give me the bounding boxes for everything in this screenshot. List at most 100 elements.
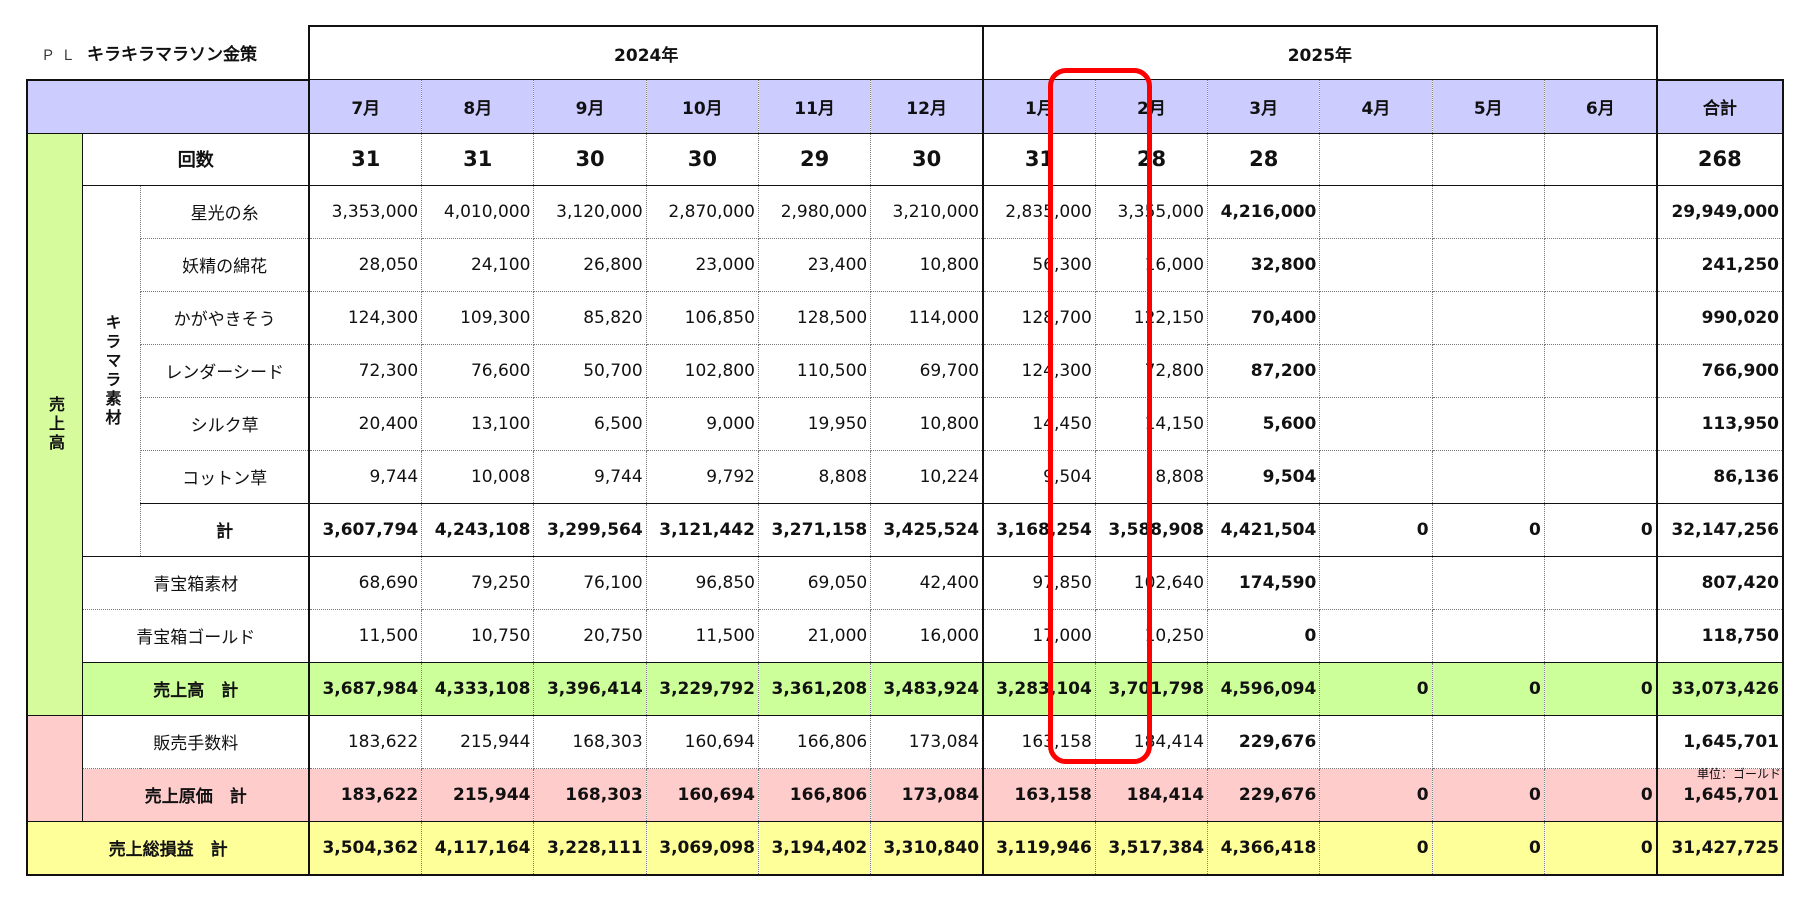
value-cell: 3,517,384 bbox=[1094, 820, 1209, 876]
row-total-cell: 113,950 bbox=[1656, 396, 1785, 451]
row-total-cell: 29,949,000 bbox=[1656, 184, 1785, 239]
value-cell: 0 bbox=[1319, 820, 1433, 876]
value-cell: 9,792 bbox=[645, 449, 759, 504]
value-cell: 14,150 bbox=[1094, 396, 1209, 451]
value-cell: 70,400 bbox=[1207, 290, 1321, 345]
item-label: シルク草 bbox=[139, 396, 310, 451]
cost-total-label: 売上原価 計 bbox=[82, 767, 310, 822]
value-cell: 9,744 bbox=[533, 449, 647, 504]
value-cell: 30 bbox=[645, 132, 759, 186]
value-cell bbox=[1543, 132, 1658, 186]
value-cell: 2,870,000 bbox=[645, 184, 759, 239]
value-cell: 3,607,794 bbox=[308, 502, 423, 557]
sheet-title: ＰＬ キラキラマラソン金策 bbox=[27, 26, 309, 80]
kiramara-label: キラマラ素材 bbox=[102, 313, 122, 428]
value-cell bbox=[1319, 608, 1433, 663]
value-cell: 10,008 bbox=[421, 449, 535, 504]
value-cell bbox=[1431, 608, 1545, 663]
pl-table: ＰＬ キラキラマラソン金策 2024年 2025年 7月 8月 9月 10月 11月 12月… bbox=[25, 25, 1785, 876]
row-total-cell: 32,147,256 bbox=[1656, 502, 1785, 557]
row-total-cell: 118,750 bbox=[1656, 608, 1785, 663]
value-cell: 102,640 bbox=[1094, 555, 1209, 610]
value-cell: 163,158 bbox=[982, 767, 1096, 822]
value-cell bbox=[1543, 449, 1658, 504]
value-cell: 184,414 bbox=[1094, 714, 1209, 769]
value-cell: 229,676 bbox=[1207, 767, 1321, 822]
value-cell: 3,701,798 bbox=[1094, 661, 1209, 716]
value-cell: 0 bbox=[1543, 820, 1658, 876]
value-cell: 183,622 bbox=[308, 767, 423, 822]
value-cell: 96,850 bbox=[645, 555, 759, 610]
value-cell: 114,000 bbox=[870, 290, 984, 345]
value-cell: 3,229,792 bbox=[645, 661, 759, 716]
value-cell: 3,483,924 bbox=[870, 661, 984, 716]
sales-total-label: 売上高 計 bbox=[82, 661, 310, 716]
value-cell: 69,700 bbox=[870, 343, 984, 398]
value-cell: 4,216,000 bbox=[1207, 184, 1321, 239]
value-cell: 3,119,946 bbox=[982, 820, 1096, 876]
value-cell: 168,303 bbox=[533, 714, 647, 769]
value-cell bbox=[1431, 396, 1545, 451]
value-cell: 24,100 bbox=[421, 237, 535, 292]
month-header-row: 7月 8月 9月 10月 11月 12月 1月 2月 3月 4月 5月 6月 合計 bbox=[25, 78, 1785, 134]
row-total-cell: 807,420 bbox=[1656, 555, 1785, 610]
value-cell: 102,800 bbox=[645, 343, 759, 398]
value-cell: 2,835,000 bbox=[982, 184, 1096, 239]
value-cell: 3,425,524 bbox=[870, 502, 984, 557]
month-header: 11月 bbox=[757, 79, 872, 134]
value-cell: 8,808 bbox=[757, 449, 872, 504]
value-cell: 0 bbox=[1207, 608, 1321, 663]
value-cell bbox=[1319, 714, 1433, 769]
value-cell: 9,504 bbox=[982, 449, 1096, 504]
value-cell: 31 bbox=[982, 132, 1096, 186]
value-cell bbox=[1319, 343, 1433, 398]
value-cell bbox=[1543, 184, 1658, 239]
value-cell: 0 bbox=[1319, 502, 1433, 557]
value-cell: 166,806 bbox=[757, 767, 872, 822]
value-cell: 30 bbox=[533, 132, 647, 186]
value-cell: 3,687,984 bbox=[308, 661, 423, 716]
item-label: 青宝箱ゴールド bbox=[82, 608, 310, 663]
kiramara-total-row: 計 3,607,794 4,243,108 3,299,564 3,121,442 3,2… bbox=[27, 502, 1785, 557]
value-cell: 10,250 bbox=[1094, 608, 1209, 663]
year-spacer bbox=[1656, 26, 1783, 81]
value-cell: 3,310,840 bbox=[870, 820, 984, 876]
value-cell: 168,303 bbox=[533, 767, 647, 822]
value-cell: 106,850 bbox=[645, 290, 759, 345]
value-cell: 26,800 bbox=[533, 237, 647, 292]
value-cell: 3,069,098 bbox=[645, 820, 759, 876]
value-cell: 72,300 bbox=[308, 343, 423, 398]
value-cell: 5,600 bbox=[1207, 396, 1321, 451]
value-cell: 0 bbox=[1431, 820, 1545, 876]
value-cell bbox=[1431, 714, 1545, 769]
month-header: 5月 bbox=[1431, 79, 1545, 134]
title-prefix: ＰＬ bbox=[41, 47, 81, 64]
value-cell: 76,100 bbox=[533, 555, 647, 610]
month-header: 10月 bbox=[645, 79, 759, 134]
item-label: レンダーシード bbox=[139, 343, 310, 398]
value-cell: 20,400 bbox=[308, 396, 423, 451]
value-cell bbox=[1431, 132, 1545, 186]
value-cell: 3,168,254 bbox=[982, 502, 1096, 557]
value-cell: 4,117,164 bbox=[421, 820, 535, 876]
value-cell: 0 bbox=[1319, 767, 1433, 822]
value-cell: 23,400 bbox=[757, 237, 872, 292]
value-cell: 4,421,504 bbox=[1207, 502, 1321, 557]
kiramara-row: かがやきそう 124,300 109,300 85,820 106,850 128,500… bbox=[27, 290, 1785, 345]
blue-chest-row: 青宝箱ゴールド 11,500 10,750 20,750 11,500 21,000 16,… bbox=[27, 608, 1785, 663]
value-cell: 19,950 bbox=[757, 396, 872, 451]
item-label: 青宝箱素材 bbox=[82, 555, 310, 610]
item-label: 妖精の綿花 bbox=[139, 237, 310, 292]
month-header: 4月 bbox=[1319, 79, 1433, 134]
value-cell bbox=[1543, 555, 1658, 610]
value-cell: 174,590 bbox=[1207, 555, 1321, 610]
row-total-cell: 31,427,725 bbox=[1656, 820, 1785, 876]
value-cell: 3,121,442 bbox=[645, 502, 759, 557]
item-label: コットン草 bbox=[139, 449, 310, 504]
row-total-cell: 1,645,701 bbox=[1656, 767, 1785, 822]
value-cell: 4,366,418 bbox=[1207, 820, 1321, 876]
value-cell: 128,700 bbox=[982, 290, 1096, 345]
value-cell: 28 bbox=[1207, 132, 1321, 186]
value-cell: 31 bbox=[421, 132, 535, 186]
